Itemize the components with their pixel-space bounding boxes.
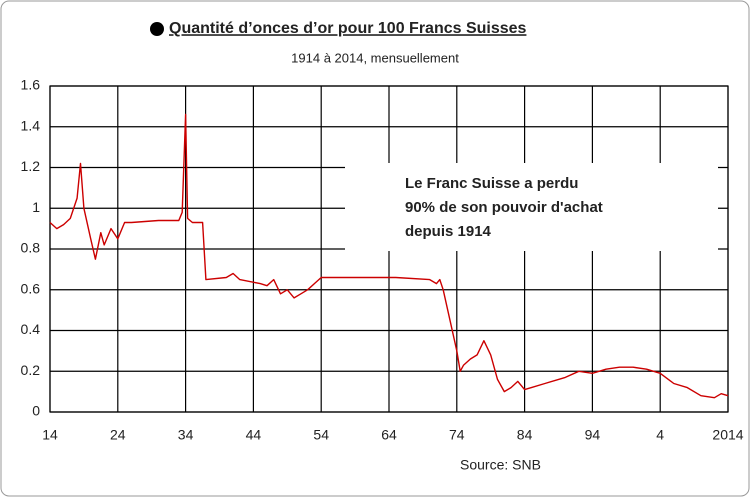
annotation: 90% de son pouvoir d'achat [405, 199, 603, 216]
chart-title: Quantité d’onces d’or pour 100 Francs Su… [169, 20, 527, 37]
x-tick-label: 54 [313, 427, 329, 443]
x-tick-label: 4 [656, 427, 664, 443]
x-tick-label: 64 [381, 427, 397, 443]
data-line [49, 113, 729, 399]
source: Source: SNB [460, 457, 541, 473]
annotation: depuis 1914 [405, 223, 492, 240]
x-tick-label: 34 [178, 427, 194, 443]
annotation: Le Franc Suisse a perdu [405, 175, 578, 192]
x-tick-label: 74 [449, 427, 465, 443]
x-tick-label: 94 [585, 427, 601, 443]
x-tick-label: 2014 [712, 427, 743, 443]
y-tick-label: 0.4 [21, 321, 41, 337]
y-tick-label: 1 [32, 199, 40, 215]
y-tick-label: 1.2 [21, 158, 41, 174]
y-tick-label: 0.6 [21, 280, 41, 296]
title-bullet [150, 22, 164, 36]
y-tick-label: 1.4 [21, 117, 41, 133]
y-tick-label: 0.8 [21, 240, 41, 256]
annotation-box [345, 163, 718, 251]
x-tick-label: 44 [246, 427, 262, 443]
y-tick-label: 1.6 [21, 77, 41, 93]
y-tick-label: 0.2 [21, 362, 41, 378]
subtitle: 1914 à 2014, mensuellement [291, 50, 459, 65]
y-tick-label: 0 [32, 403, 40, 419]
x-tick-label: 24 [110, 427, 126, 443]
x-tick-label: 84 [517, 427, 533, 443]
x-tick-label: 14 [42, 427, 58, 443]
